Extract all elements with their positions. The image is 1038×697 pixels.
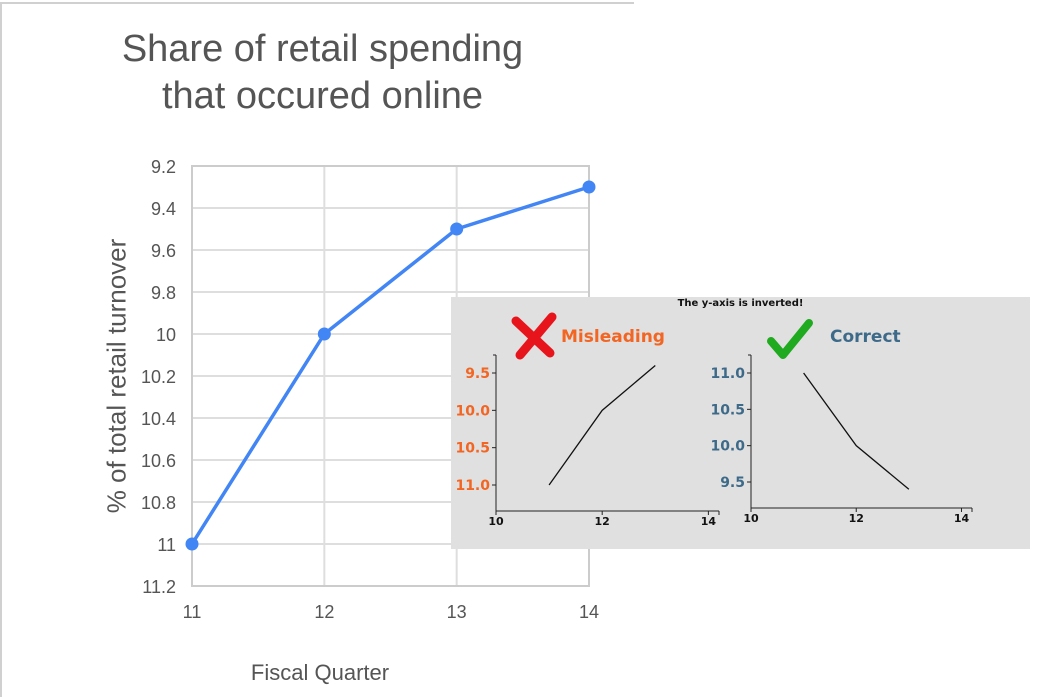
y-tick-label: 10 xyxy=(156,325,176,345)
x-tick-label: 12 xyxy=(314,602,334,622)
y-tick-label: 9.8 xyxy=(151,283,176,303)
inset-y-tick-label: 10.5 xyxy=(455,441,490,457)
red-cross-icon xyxy=(511,312,557,360)
x-tick-label: 13 xyxy=(447,602,467,622)
inset-y-tick-label: 11.0 xyxy=(710,366,745,382)
green-check-icon xyxy=(767,319,813,359)
inset-comparison-panel: The y-axis is inverted! 9.5 10.0 10.5 11.0 1… xyxy=(451,297,1030,549)
data-point xyxy=(450,222,464,236)
chart-title-line-2: that occured online xyxy=(161,75,484,117)
inset-x-tick-label: 14 xyxy=(954,512,970,525)
y-tick-label: 10.4 xyxy=(141,409,176,429)
inset-y-tick-label: 10.0 xyxy=(455,403,490,419)
chart-title-line-1: Share of retail spending xyxy=(121,28,524,70)
y-tick-label: 10.2 xyxy=(141,367,176,387)
inset-title: The y-axis is inverted! xyxy=(677,298,804,309)
cross-stroke xyxy=(515,312,557,360)
data-point xyxy=(317,327,331,341)
y-tick-label: 10.8 xyxy=(141,493,176,513)
inset-x-tick-label: 10 xyxy=(488,515,504,528)
y-axis-label: % of total retail turnover xyxy=(101,238,132,514)
frame-top-border xyxy=(0,2,634,4)
inset-x-tick-label: 12 xyxy=(849,512,864,525)
inset-x-tick-label: 12 xyxy=(595,515,610,528)
y-tick-label: 11 xyxy=(157,535,176,555)
x-axis-label: Fiscal Quarter xyxy=(250,660,390,685)
inset-x-tick-label: 10 xyxy=(743,512,759,525)
y-tick-label: 9.2 xyxy=(151,157,176,177)
frame-left-border xyxy=(0,2,2,697)
data-point xyxy=(185,537,199,551)
inset-y-tick-label: 11.0 xyxy=(455,478,490,494)
y-tick-label: 9.4 xyxy=(151,199,176,219)
y-tick-label: 9.6 xyxy=(151,241,176,261)
y-tick-label: 10.6 xyxy=(141,451,176,471)
inset-series-line xyxy=(548,365,656,486)
inset-y-tick-label: 10.5 xyxy=(710,402,745,418)
data-point xyxy=(582,180,596,194)
inset-x-tick-label: 14 xyxy=(701,515,717,528)
inset-y-tick-label: 10.0 xyxy=(710,439,745,455)
x-tick-label: 14 xyxy=(579,602,599,622)
check-stroke xyxy=(767,319,813,359)
correct-label: Correct xyxy=(830,327,901,347)
x-tick-label: 11 xyxy=(183,602,202,622)
inset-y-tick-label: 9.5 xyxy=(465,366,490,382)
inset-charts: 9.5 10.0 10.5 11.0 10 12 14 9.5 10.0 10.5 11.0 10 12… xyxy=(455,312,973,528)
series-line xyxy=(190,185,590,545)
inset-y-tick-label: 9.5 xyxy=(720,475,745,491)
misleading-label: Misleading xyxy=(561,327,665,347)
y-tick-label: 11.2 xyxy=(142,577,176,597)
inset-series-line xyxy=(803,372,910,490)
